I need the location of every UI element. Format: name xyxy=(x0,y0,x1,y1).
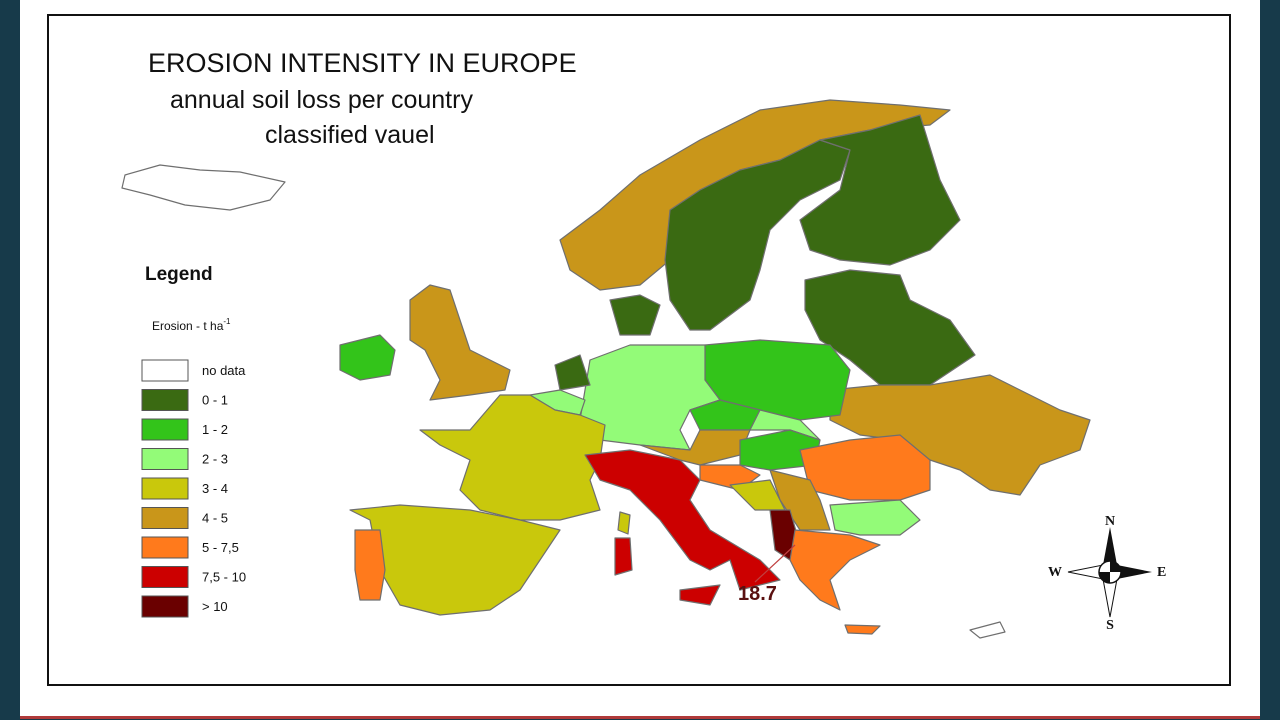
compass-label: E xyxy=(1157,565,1166,580)
country xyxy=(829,499,921,536)
country xyxy=(609,294,661,336)
country xyxy=(664,139,851,331)
country xyxy=(969,621,1006,639)
annotation-leader xyxy=(754,544,796,583)
legend-label: 0 - 1 xyxy=(202,393,228,408)
compass: N S W E xyxy=(1048,514,1166,633)
legend-label: > 10 xyxy=(202,599,228,614)
compass-label: S xyxy=(1106,618,1114,633)
country xyxy=(789,529,881,611)
map-frame xyxy=(47,14,1231,686)
country xyxy=(339,334,396,381)
legend-swatch xyxy=(141,389,189,411)
country xyxy=(617,511,631,535)
countries xyxy=(121,99,1091,639)
map-title: EROSION INTENSITY IN EUROPE xyxy=(148,48,577,78)
country xyxy=(679,584,721,606)
country xyxy=(799,114,961,266)
legend-swatch xyxy=(141,507,189,529)
country xyxy=(799,434,931,501)
country xyxy=(354,529,386,601)
legend-swatch xyxy=(141,418,189,441)
country xyxy=(749,409,821,441)
annotation: 18.7 xyxy=(738,583,777,605)
legend-swatch xyxy=(141,448,189,470)
country xyxy=(419,394,606,521)
legend-unit-sup: -1 xyxy=(223,317,231,326)
map-subtitle: classified vauel xyxy=(265,121,435,149)
legend-label: 4 - 5 xyxy=(202,511,228,526)
country xyxy=(409,284,511,401)
legend-label: 7,5 - 10 xyxy=(202,570,246,585)
legend-label: 1 - 2 xyxy=(202,422,228,437)
legend-label: 2 - 3 xyxy=(202,452,228,467)
country xyxy=(554,354,591,391)
map-subtitle: annual soil loss per country xyxy=(170,86,473,114)
country xyxy=(121,164,286,211)
legend-swatch xyxy=(141,477,189,500)
legend-unit-text: Erosion - t ha xyxy=(152,319,224,333)
country xyxy=(584,449,781,591)
compass-label: W xyxy=(1048,565,1062,580)
country xyxy=(614,537,633,576)
legend-swatch xyxy=(141,359,189,382)
country xyxy=(804,269,976,386)
legend: no data 0 - 1 1 - 2 2 - 3 3 - 4 4 - 5 5 - 7,5 7… xyxy=(141,359,246,618)
compass-label: N xyxy=(1105,514,1115,529)
country xyxy=(844,624,881,635)
legend-label: 5 - 7,5 xyxy=(202,540,239,555)
legend-unit: Erosion - t ha-1 xyxy=(152,317,231,333)
legend-label: no data xyxy=(202,363,246,378)
legend-swatch xyxy=(141,536,189,559)
legend-swatch xyxy=(141,595,189,618)
compass-needle xyxy=(1103,527,1117,572)
legend-label: 3 - 4 xyxy=(202,481,228,496)
legend-swatch xyxy=(141,566,189,588)
legend-title: Legend xyxy=(145,264,213,285)
compass-center xyxy=(1099,561,1121,583)
